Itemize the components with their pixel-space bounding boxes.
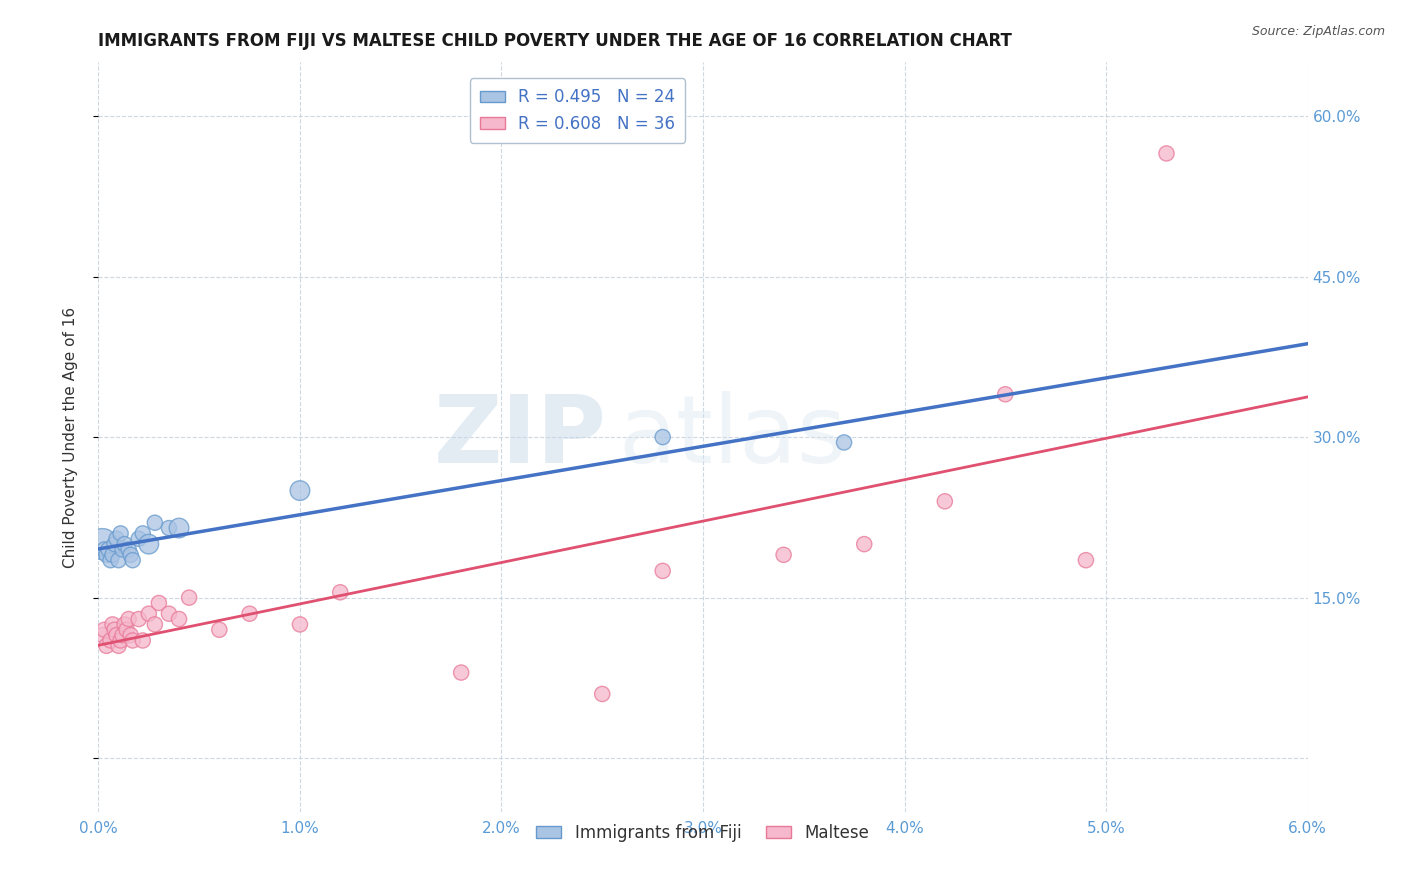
Point xyxy=(128,532,150,546)
Point xyxy=(132,526,155,541)
Point xyxy=(288,617,311,632)
Point xyxy=(121,553,143,567)
Y-axis label: Child Poverty Under the Age of 16: Child Poverty Under the Age of 16 xyxy=(63,307,77,567)
Point xyxy=(114,537,136,551)
Point xyxy=(93,623,115,637)
Legend: Immigrants from Fiji, Maltese: Immigrants from Fiji, Maltese xyxy=(530,817,876,848)
Point xyxy=(114,617,136,632)
Point xyxy=(128,612,150,626)
Point xyxy=(96,639,118,653)
Point xyxy=(96,548,118,562)
Text: Source: ZipAtlas.com: Source: ZipAtlas.com xyxy=(1251,25,1385,38)
Point xyxy=(934,494,956,508)
Point xyxy=(450,665,472,680)
Point xyxy=(110,633,132,648)
Point xyxy=(120,628,142,642)
Point xyxy=(651,564,673,578)
Point xyxy=(772,548,794,562)
Point xyxy=(97,542,120,557)
Point xyxy=(167,521,190,535)
Text: IMMIGRANTS FROM FIJI VS MALTESE CHILD POVERTY UNDER THE AGE OF 16 CORRELATION CH: IMMIGRANTS FROM FIJI VS MALTESE CHILD PO… xyxy=(98,32,1012,50)
Point xyxy=(157,521,180,535)
Point xyxy=(288,483,311,498)
Point xyxy=(105,532,128,546)
Point xyxy=(111,542,134,557)
Point xyxy=(1156,146,1178,161)
Point xyxy=(329,585,352,599)
Point xyxy=(103,537,125,551)
Point xyxy=(115,623,138,637)
Point xyxy=(100,633,122,648)
Point xyxy=(591,687,613,701)
Point xyxy=(1074,553,1097,567)
Point xyxy=(853,537,876,551)
Point xyxy=(120,548,142,562)
Text: ZIP: ZIP xyxy=(433,391,606,483)
Point xyxy=(103,623,125,637)
Point xyxy=(239,607,262,621)
Point xyxy=(91,537,114,551)
Point xyxy=(132,633,155,648)
Point xyxy=(107,639,129,653)
Point xyxy=(100,553,122,567)
Point xyxy=(138,537,160,551)
Point xyxy=(208,623,231,637)
Point xyxy=(110,526,132,541)
Point xyxy=(111,628,134,642)
Point xyxy=(179,591,201,605)
Point xyxy=(105,628,128,642)
Point xyxy=(107,553,129,567)
Point xyxy=(143,516,166,530)
Point xyxy=(148,596,170,610)
Point xyxy=(157,607,180,621)
Point xyxy=(651,430,673,444)
Point xyxy=(994,387,1017,401)
Point xyxy=(121,633,143,648)
Point xyxy=(167,612,190,626)
Point xyxy=(143,617,166,632)
Point xyxy=(118,612,141,626)
Point xyxy=(118,542,141,557)
Point xyxy=(91,628,114,642)
Text: atlas: atlas xyxy=(619,391,846,483)
Point xyxy=(93,542,115,557)
Point xyxy=(101,617,124,632)
Point xyxy=(101,548,124,562)
Point xyxy=(832,435,855,450)
Point xyxy=(138,607,160,621)
